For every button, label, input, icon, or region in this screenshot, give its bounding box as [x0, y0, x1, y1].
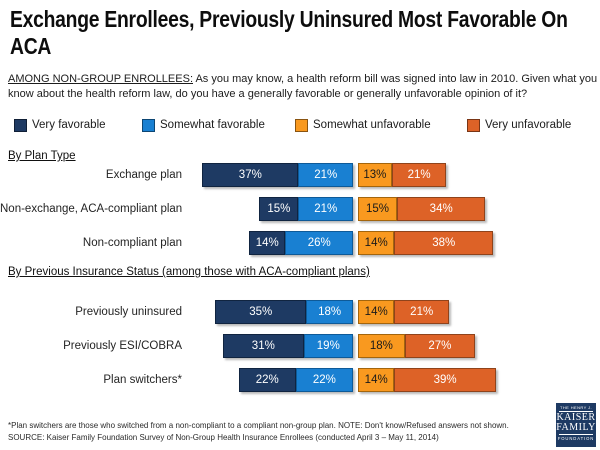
- bar-segment-somewhat-favorable: 26%: [285, 231, 353, 255]
- bar-segment-somewhat-favorable: 21%: [298, 197, 353, 221]
- legend-label: Very unfavorable: [485, 119, 572, 131]
- bar-segment-somewhat-unfavorable: 14%: [358, 300, 395, 324]
- legend-item-somewhat-unfavorable: Somewhat unfavorable: [295, 118, 431, 132]
- row-label: Non-exchange, ACA-compliant plan: [0, 203, 183, 215]
- subtitle-text: As you may know, a health reform bill wa…: [8, 73, 598, 100]
- bar-segment-somewhat-favorable: 18%: [306, 300, 353, 324]
- bar-segment-somewhat-favorable: 21%: [298, 163, 353, 187]
- bar-group: 13% 21%: [358, 163, 447, 187]
- bar-segment-somewhat-unfavorable: 14%: [358, 231, 395, 255]
- legend-item-very-favorable: Very favorable: [14, 118, 106, 132]
- bar-segment-very-unfavorable: 39%: [394, 368, 496, 392]
- bar-group: 15% 34%: [358, 197, 486, 221]
- bar-segment-very-favorable: 22%: [238, 368, 296, 392]
- row-label: Non-compliant plan: [82, 237, 182, 249]
- bar-group: 14% 21%: [358, 300, 449, 324]
- row-label: Exchange plan: [105, 169, 182, 181]
- kff-logo-line3: FAMILY: [556, 422, 596, 433]
- bar-segment-very-favorable: 35%: [215, 300, 307, 324]
- bar-segment-somewhat-unfavorable: 13%: [358, 163, 392, 187]
- bar-group: 22% 22%: [238, 368, 353, 392]
- title-line-1: Exchange Enrollees, Previously Uninsured…: [10, 6, 568, 32]
- kff-logo-rule: [559, 411, 593, 412]
- kff-logo-line4: FOUNDATION: [557, 436, 595, 441]
- row-label: Plan switchers*: [103, 374, 182, 386]
- bar-group: 37% 21%: [202, 163, 353, 187]
- section-header: By Plan Type: [8, 150, 76, 162]
- legend-swatch-somewhat-favorable-icon: [142, 118, 155, 132]
- bar-segment-very-favorable: 14%: [249, 231, 286, 255]
- title-line-2: ACA: [10, 33, 52, 59]
- bar-group: 35% 18%: [215, 300, 353, 324]
- kff-logo-line2: KAISER: [556, 412, 596, 423]
- row-label: Previously ESI/COBRA: [63, 340, 182, 352]
- legend-label: Somewhat unfavorable: [313, 119, 431, 131]
- bar-segment-very-favorable: 37%: [202, 163, 299, 187]
- legend-item-somewhat-favorable: Somewhat favorable: [142, 118, 265, 132]
- bar-group: 14% 38%: [358, 231, 494, 255]
- bar-group: 15% 21%: [259, 197, 353, 221]
- legend-swatch-very-favorable-icon: [14, 118, 27, 132]
- bar-segment-very-unfavorable: 21%: [391, 163, 447, 187]
- survey-question: AMONG NON-GROUP ENROLLEES: As you may kn…: [8, 72, 598, 101]
- legend-label: Somewhat favorable: [160, 119, 265, 131]
- section-header: By Previous Insurance Status (among thos…: [8, 266, 370, 278]
- bar-group: 14% 26%: [249, 231, 353, 255]
- bar-group: 31% 19%: [223, 334, 353, 358]
- kff-logo-rule: [559, 434, 593, 435]
- legend-swatch-somewhat-unfavorable-icon: [295, 118, 308, 132]
- footnote-source: SOURCE: Kaiser Family Foundation Survey …: [8, 432, 439, 442]
- kff-logo: THE HENRY J. KAISER FAMILY FOUNDATION: [556, 403, 596, 447]
- bar-segment-very-unfavorable: 27%: [404, 334, 475, 358]
- bar-segment-very-favorable: 15%: [259, 197, 299, 221]
- bar-segment-somewhat-favorable: 22%: [295, 368, 353, 392]
- footnote-note: *Plan switchers are those who switched f…: [8, 420, 509, 430]
- bar-segment-very-unfavorable: 38%: [394, 231, 494, 255]
- bar-group: 14% 39%: [358, 368, 496, 392]
- page-title: Exchange Enrollees, Previously Uninsured…: [10, 6, 568, 60]
- legend-item-very-unfavorable: Very unfavorable: [467, 118, 571, 132]
- bar-segment-very-favorable: 31%: [223, 334, 304, 358]
- kff-logo-line1: THE HENRY J.: [560, 405, 592, 410]
- row-label: Previously uninsured: [75, 306, 182, 318]
- bar-segment-somewhat-favorable: 19%: [303, 334, 353, 358]
- bar-group: 18% 27%: [358, 334, 475, 358]
- subtitle-lead: AMONG NON-GROUP ENROLLEES:: [8, 73, 193, 85]
- bar-segment-somewhat-unfavorable: 15%: [358, 197, 397, 221]
- legend-swatch-very-unfavorable-icon: [467, 118, 480, 132]
- bar-segment-very-unfavorable: 21%: [394, 300, 449, 324]
- bar-segment-very-unfavorable: 34%: [397, 197, 486, 221]
- bar-segment-somewhat-unfavorable: 18%: [358, 334, 405, 358]
- bar-segment-somewhat-unfavorable: 14%: [358, 368, 395, 392]
- legend-label: Very favorable: [32, 119, 106, 131]
